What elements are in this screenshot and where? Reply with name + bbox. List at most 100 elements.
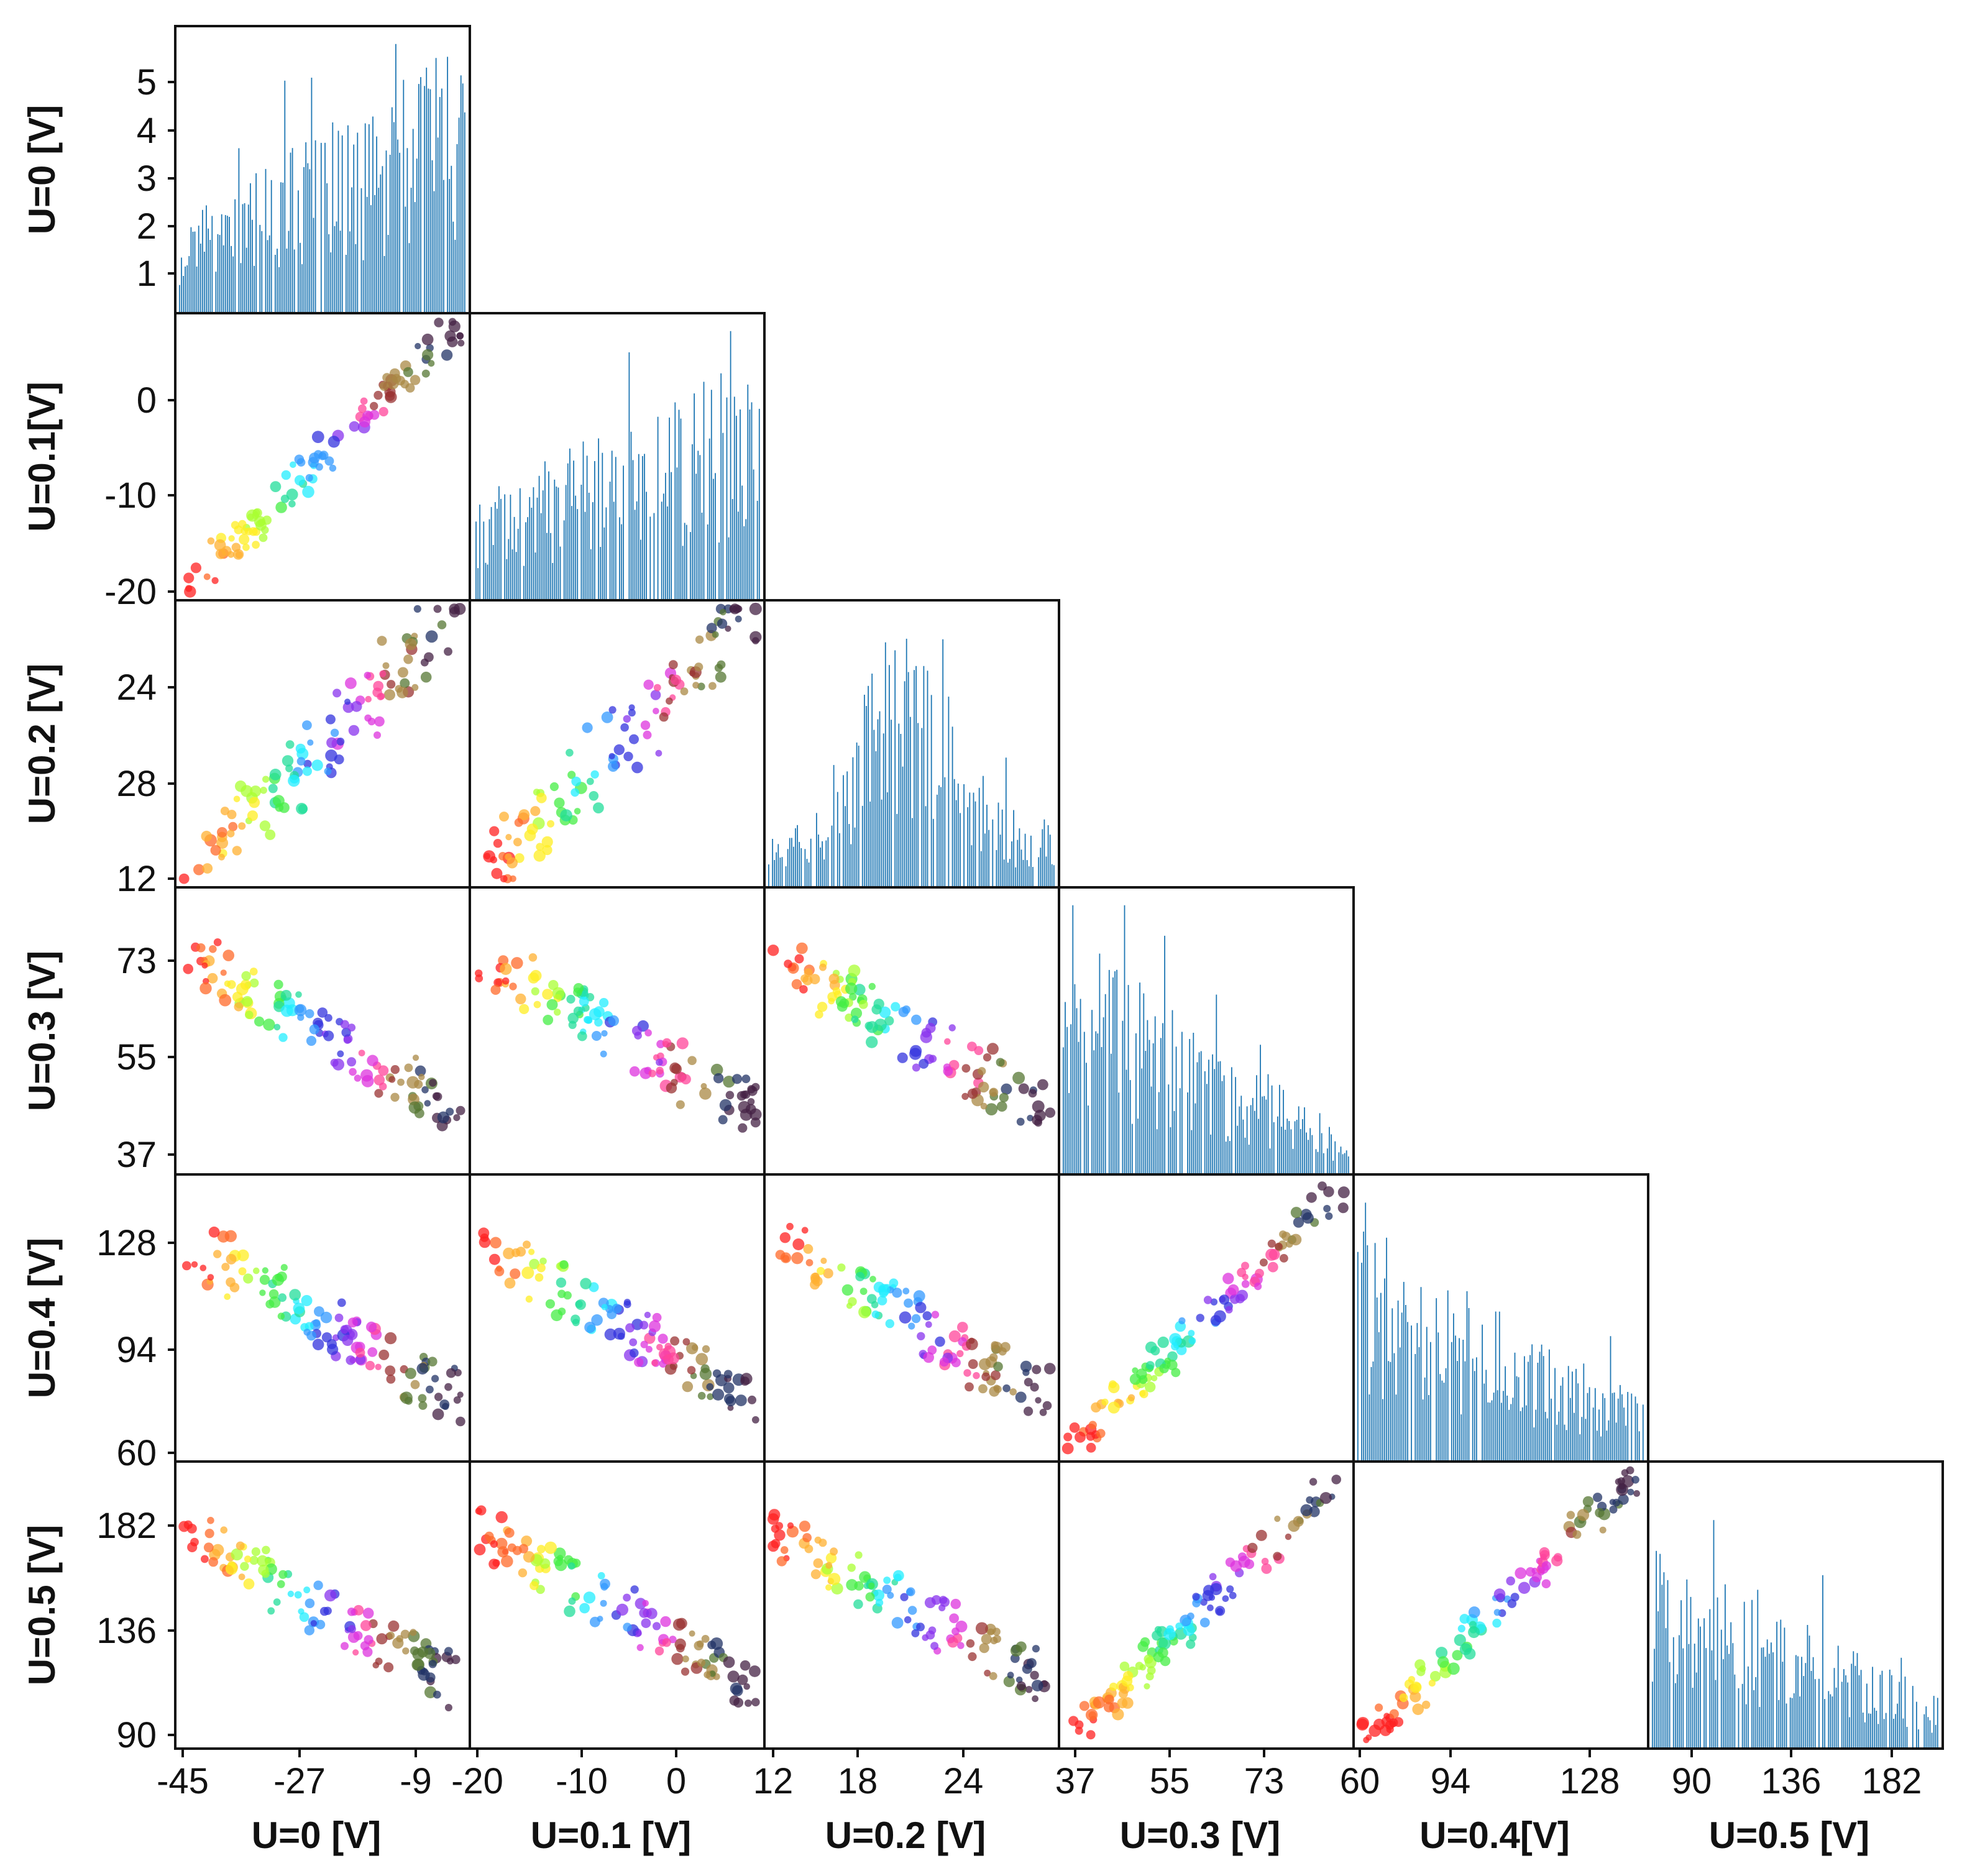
scatter-point [278, 1033, 288, 1042]
histogram-bar [1248, 1145, 1250, 1174]
scatter-point [374, 716, 385, 727]
histogram-bar [1694, 1644, 1695, 1749]
scatter-point [1337, 1186, 1350, 1199]
scatter-point [747, 1085, 756, 1094]
histogram-bar [1145, 1051, 1147, 1174]
histogram-bar [1793, 1693, 1795, 1749]
histogram-bar [636, 501, 638, 600]
scatter-point [413, 605, 421, 613]
scatter-point [967, 1041, 977, 1051]
histogram-bar [1625, 1425, 1626, 1462]
histogram-bar [722, 432, 724, 600]
histogram-bar [1405, 1305, 1406, 1462]
y-tick-label: -20 [104, 572, 157, 612]
histogram-bar [733, 396, 735, 600]
histogram-bar [969, 792, 971, 887]
histogram-bar [247, 204, 249, 313]
histogram-bar [999, 835, 1001, 887]
scatter-point [421, 1086, 429, 1094]
scatter-point [1457, 1624, 1465, 1632]
scatter-point [347, 1023, 356, 1032]
scatter-point [854, 1581, 864, 1591]
histogram-bar [519, 488, 521, 600]
scatter-point [978, 1384, 988, 1394]
histogram-bar [598, 438, 599, 600]
histogram-bar [1108, 969, 1110, 1174]
scatter-point [277, 1312, 285, 1320]
histogram-bar [1476, 1357, 1477, 1462]
scatter-point [187, 1542, 198, 1552]
histogram-bar [1216, 994, 1217, 1174]
histogram-bar [864, 695, 865, 887]
scatter-point [662, 1638, 671, 1647]
histogram-bar [1556, 1424, 1558, 1462]
scatter-point [828, 1573, 841, 1585]
histogram-bar [414, 202, 416, 313]
histogram-bar [1239, 1106, 1240, 1174]
scatter-point [648, 1069, 656, 1078]
histogram-bar [1843, 1669, 1845, 1749]
histogram-bar [917, 723, 919, 887]
histogram-bar [1160, 1038, 1162, 1174]
scatter-point [653, 684, 661, 692]
histogram-bar [544, 461, 546, 600]
scatter-point [1031, 1680, 1043, 1692]
scatter-point [855, 1271, 865, 1281]
histogram-bar [1654, 1649, 1655, 1749]
histogram-bar [300, 242, 301, 313]
scatter-point [306, 1330, 316, 1341]
histogram-bar [1083, 1032, 1085, 1174]
scatter-point [571, 776, 581, 787]
scatter-point [566, 994, 575, 1004]
histogram-bar [1581, 1417, 1583, 1462]
histogram-bar [833, 765, 835, 887]
scatter-point [676, 1644, 685, 1653]
scatter-point [743, 1683, 750, 1690]
scatter-point [303, 1586, 311, 1594]
scatter-point [630, 1348, 639, 1358]
scatter-point [963, 1369, 971, 1377]
histogram-bar [186, 265, 188, 313]
x-tick-label: 24 [943, 1761, 984, 1801]
scatter-point [642, 1599, 649, 1607]
scatter-point [267, 1607, 275, 1615]
histogram-bar [420, 77, 421, 313]
scatter-point [202, 863, 213, 874]
histogram-bar [921, 728, 923, 887]
scatter-point [1551, 1555, 1563, 1567]
histogram-bar [1675, 1683, 1676, 1749]
scatter-point [648, 1320, 661, 1332]
scatter-point [567, 1562, 575, 1570]
scatter-point [365, 1361, 375, 1371]
scatter-point [227, 830, 235, 838]
histogram-bar [1574, 1412, 1575, 1462]
histogram-bar [1460, 1414, 1462, 1462]
scatter-point [183, 964, 194, 974]
histogram-bar [1807, 1625, 1808, 1749]
scatter-point [1032, 1695, 1038, 1703]
scatter-point [745, 1700, 752, 1707]
histogram-bar [781, 857, 783, 887]
histogram-bar [497, 508, 498, 600]
histogram-bar [1022, 859, 1024, 887]
scatter-point [1422, 1700, 1431, 1709]
histogram-bar [1690, 1596, 1692, 1749]
scatter-point [600, 1599, 607, 1607]
scatter-point [866, 1021, 878, 1033]
histogram-bar [1835, 1687, 1837, 1749]
histogram-bar [1304, 1107, 1305, 1174]
histogram-bar [948, 697, 950, 887]
scatter-point [324, 767, 332, 776]
scatter-point [810, 1569, 821, 1580]
histogram-bar [1738, 1688, 1740, 1749]
scatter-point [980, 1102, 988, 1110]
scatter-point [360, 1620, 372, 1631]
histogram-bar [1923, 1714, 1925, 1749]
y-tick-label: 182 [96, 1506, 157, 1546]
scatter-point [849, 992, 857, 1001]
scatter-point [1254, 1283, 1262, 1291]
histogram-bar [730, 331, 731, 600]
scatter-point [723, 1656, 735, 1668]
scatter-point [296, 757, 306, 766]
scatter-point [1241, 1261, 1249, 1270]
